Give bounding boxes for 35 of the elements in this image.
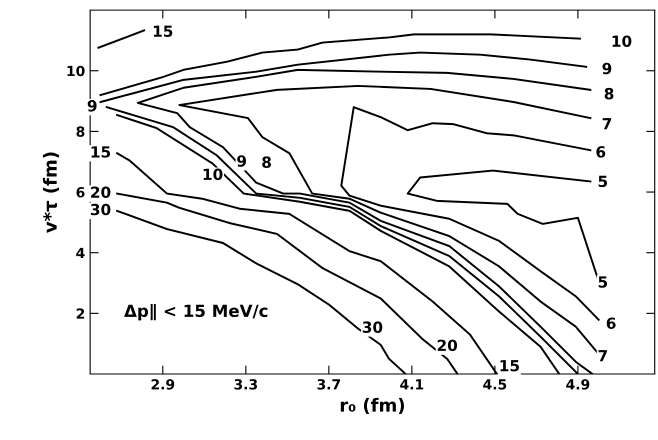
annotation: 7 — [602, 118, 612, 130]
x-tick-label: 4.5 — [483, 379, 506, 390]
x-tick-label: 3.7 — [317, 379, 340, 390]
annotation: 9 — [237, 155, 246, 167]
annotation: 15 — [500, 360, 519, 372]
annotation: 10 — [612, 35, 632, 47]
x-tick-label: 2.9 — [152, 379, 174, 390]
annotation: 8 — [604, 88, 614, 100]
y-tick-label: 10 — [68, 66, 85, 76]
annotation: 10 — [204, 168, 223, 180]
y-axis-title: v*τ (fm) — [42, 152, 60, 233]
y-tick-label: 8 — [76, 126, 84, 137]
annotation: 6 — [596, 146, 606, 158]
y-tick-label: 6 — [76, 187, 85, 198]
x-tick-label: 4.9 — [566, 379, 590, 390]
annotation: 6 — [606, 317, 616, 330]
x-axis-title: r₀ (fm) — [340, 398, 404, 414]
annotation: 30 — [362, 321, 382, 333]
annotation: 15 — [154, 26, 172, 37]
annotation: 20 — [438, 340, 458, 352]
annotation: 9 — [602, 62, 612, 74]
annotation: 9 — [88, 100, 97, 112]
annotation: 20 — [91, 186, 110, 198]
y-tick-label: 4 — [76, 248, 85, 258]
line-series — [100, 52, 588, 103]
y-tick-label: 2 — [76, 308, 84, 319]
annotation: 7 — [598, 350, 607, 362]
annotation: 30 — [90, 204, 110, 216]
annotation: 15 — [92, 146, 110, 158]
x-tick-label: 4.1 — [400, 379, 424, 390]
annotation: 5 — [598, 176, 608, 188]
annotation: 5 — [598, 276, 608, 288]
annotation: 8 — [262, 156, 271, 168]
annotation: Δp∥ < 15 MeV/c — [124, 304, 268, 320]
x-tick-label: 3.3 — [234, 379, 258, 390]
